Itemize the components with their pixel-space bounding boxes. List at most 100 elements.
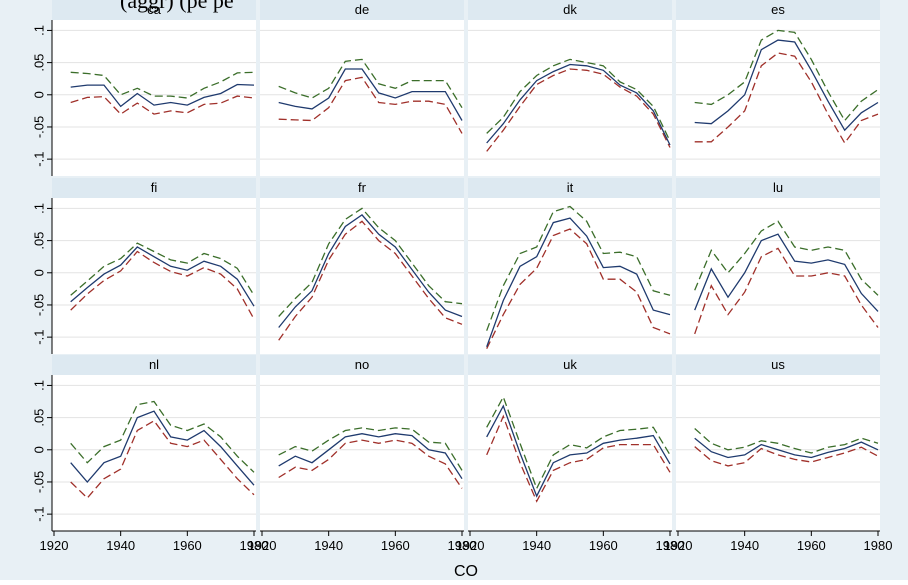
y-tick-label: -.05 — [31, 116, 46, 138]
lower-bound-line-nl — [70, 419, 255, 499]
panel-title-us: us — [771, 357, 785, 372]
x-tick-label: 1960 — [797, 538, 826, 553]
panel-plot-area-us — [676, 375, 880, 531]
lower-bound-line-ca — [70, 95, 255, 115]
panel-title-dk: dk — [563, 2, 577, 17]
x-tick-label: 1960 — [173, 538, 202, 553]
upper-bound-line-ca — [70, 71, 255, 99]
y-tick-label: .1 — [31, 25, 46, 36]
panel-strip-es — [676, 0, 880, 20]
panel-title-es: es — [771, 2, 785, 17]
upper-bound-line-us — [694, 428, 879, 454]
x-tick-label: 1920 — [664, 538, 693, 553]
y-tick-label: .1 — [31, 380, 46, 391]
panel-plot-area-lu — [676, 198, 880, 354]
panel-strip-lu — [676, 178, 880, 198]
lower-bound-line-it — [486, 228, 671, 349]
panel-strip-it — [468, 178, 672, 198]
x-tick-label: 1980 — [240, 538, 269, 553]
upper-bound-line-it — [486, 205, 671, 331]
panel-title-de: de — [355, 2, 369, 17]
upper-bound-line-uk — [486, 395, 671, 491]
panel-title-fi: fi — [151, 180, 158, 195]
panel-title-it: it — [567, 180, 574, 195]
upper-bound-line-nl — [70, 400, 255, 473]
upper-bound-line-no — [278, 427, 463, 471]
x-tick-label: 1980 — [656, 538, 685, 553]
panel-title-fr: fr — [358, 180, 367, 195]
panel-strip-no — [260, 355, 464, 375]
x-tick-label: 1940 — [106, 538, 135, 553]
estimate-line-es — [694, 39, 879, 132]
estimate-line-nl — [70, 410, 255, 486]
lower-bound-line-us — [694, 446, 879, 467]
panel-strip-fi — [52, 178, 256, 198]
lower-bound-line-uk — [486, 414, 671, 503]
y-tick-label: .05 — [31, 409, 46, 427]
lower-bound-line-no — [278, 439, 463, 489]
lower-bound-line-fr — [278, 220, 463, 341]
panel-plot-area-de — [260, 20, 464, 176]
estimate-line-lu — [694, 233, 879, 312]
y-tick-label: 0 — [31, 269, 46, 276]
upper-bound-line-fi — [70, 242, 255, 296]
panel-title-nl: nl — [149, 357, 159, 372]
x-tick-label: 1960 — [381, 538, 410, 553]
panel-strip-dk — [468, 0, 672, 20]
y-tick-label: 0 — [31, 446, 46, 453]
estimate-line-fr — [278, 214, 463, 328]
y-tick-label: .05 — [31, 54, 46, 72]
x-axis-title: CO — [454, 563, 478, 580]
panel-plot-area-es — [676, 20, 880, 176]
x-tick-label: 1920 — [40, 538, 69, 553]
estimate-line-dk — [486, 63, 671, 146]
y-tick-label: -.1 — [31, 152, 46, 167]
x-tick-label: 1980 — [864, 538, 893, 553]
upper-bound-line-dk — [486, 58, 671, 142]
panel-title-lu: lu — [773, 180, 783, 195]
panel-plot-area-ca — [52, 20, 256, 176]
lower-bound-line-es — [694, 52, 879, 145]
panel-strip-uk — [468, 355, 672, 375]
estimate-line-uk — [486, 404, 671, 498]
panel-strip-nl — [52, 355, 256, 375]
y-tick-label: -.05 — [31, 294, 46, 316]
panel-plot-area-it — [468, 198, 672, 354]
estimate-line-us — [694, 437, 879, 459]
upper-bound-line-es — [694, 29, 879, 122]
y-tick-label: 0 — [31, 91, 46, 98]
upper-bound-line-de — [278, 58, 463, 109]
y-tick-label: .1 — [31, 203, 46, 214]
panel-plot-area-uk — [468, 375, 672, 531]
x-tick-label: 1940 — [730, 538, 759, 553]
panel-plot-area-no — [260, 375, 464, 531]
y-tick-label: .05 — [31, 232, 46, 250]
estimate-line-fi — [70, 246, 255, 307]
lower-bound-line-fi — [70, 250, 255, 320]
panel-strip-ca — [52, 0, 256, 20]
upper-bound-line-fr — [278, 207, 463, 317]
panel-strip-fr — [260, 178, 464, 198]
panel-title-uk: uk — [563, 357, 577, 372]
panel-strip-us — [676, 355, 880, 375]
estimate-line-de — [278, 68, 463, 121]
y-tick-label: -.1 — [31, 507, 46, 522]
page-header-fragment: (aggr) (pe pe — [120, 0, 234, 13]
x-tick-label: 1980 — [448, 538, 477, 553]
x-tick-label: 1920 — [248, 538, 277, 553]
panel-strip-de — [260, 0, 464, 20]
lower-bound-line-dk — [486, 68, 671, 152]
x-tick-label: 1960 — [589, 538, 618, 553]
panel-plot-area-fr — [260, 198, 464, 354]
estimate-line-ca — [70, 83, 255, 108]
estimate-line-no — [278, 433, 463, 480]
estimate-line-it — [486, 217, 671, 348]
upper-bound-line-lu — [694, 220, 879, 296]
x-tick-label: 1940 — [314, 538, 343, 553]
panel-plot-area-fi — [52, 198, 256, 354]
y-tick-label: -.1 — [31, 330, 46, 345]
panel-title-ca: ca — [147, 2, 162, 17]
x-tick-label: 1940 — [522, 538, 551, 553]
